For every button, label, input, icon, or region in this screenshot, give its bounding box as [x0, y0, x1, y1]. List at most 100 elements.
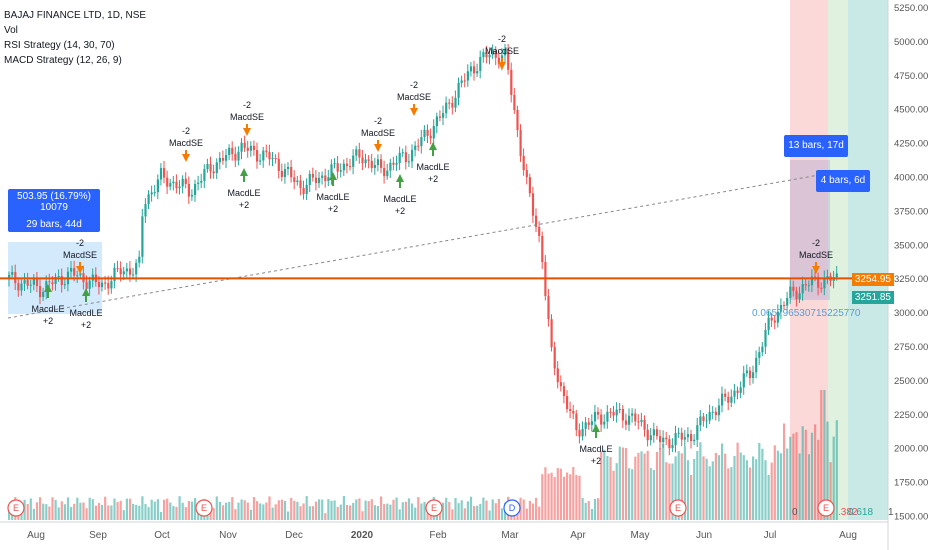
svg-text:+2: +2: [395, 206, 405, 216]
candle: [690, 429, 693, 449]
volume-bar: [122, 510, 125, 520]
earnings-marker[interactable]: E: [425, 499, 443, 517]
earnings-marker[interactable]: E: [7, 499, 25, 517]
candle: [395, 155, 398, 171]
svg-text:-2: -2: [498, 34, 506, 44]
volume-bar: [581, 497, 584, 520]
volume-bar: [624, 448, 628, 520]
volume-bar: [814, 424, 817, 520]
volume-bar: [469, 496, 473, 520]
macd-strategy[interactable]: MACD Strategy (12, 26, 9): [4, 55, 122, 66]
candle: [767, 310, 770, 335]
earnings-marker[interactable]: E: [817, 499, 835, 517]
candle: [491, 44, 494, 59]
candle: [705, 414, 708, 429]
vol-indicator[interactable]: Vol: [4, 25, 18, 36]
candle: [649, 427, 652, 446]
candle: [497, 50, 500, 69]
candle: [404, 145, 407, 170]
volume-bar: [556, 468, 559, 520]
volume-bar: [621, 447, 624, 520]
candle: [392, 156, 395, 171]
volume-bar: [578, 475, 581, 520]
candle: [17, 277, 20, 297]
short-signal: -2 MacdSE: [230, 100, 264, 136]
candle: [696, 417, 699, 447]
candle: [438, 110, 442, 122]
candle: [169, 178, 172, 191]
candle: [29, 279, 32, 293]
svg-text:MacdSE: MacdSE: [485, 46, 519, 56]
rsi-strategy[interactable]: RSI Strategy (14, 30, 70): [4, 40, 115, 51]
volume-bar: [562, 476, 566, 520]
volume-bar: [473, 506, 476, 520]
candle: [745, 364, 748, 377]
volume-bar: [519, 497, 522, 520]
candle: [370, 153, 373, 173]
volume-bar: [463, 508, 466, 520]
volume-bar: [159, 512, 163, 520]
candle: [398, 146, 401, 171]
time-tick-label: 2020: [351, 530, 374, 541]
trend-line[interactable]: [7, 171, 837, 319]
volume-bar: [454, 498, 457, 520]
earnings-marker[interactable]: E: [669, 499, 687, 517]
candle: [776, 304, 779, 328]
candle: [485, 45, 488, 64]
volume-bar: [178, 496, 181, 520]
dividend-marker[interactable]: D: [503, 499, 521, 517]
long-signal: MacdLE +2: [316, 172, 350, 214]
volume-bar: [767, 474, 770, 520]
candle: [513, 88, 516, 114]
candle: [283, 163, 287, 184]
volume-bar: [748, 467, 752, 520]
volume-bar: [70, 507, 73, 520]
volume-bar: [414, 507, 417, 520]
volume-bar: [631, 469, 634, 520]
volume-bar: [240, 499, 243, 520]
volume-bar: [336, 506, 339, 520]
candle: [823, 270, 826, 296]
candle: [488, 47, 491, 65]
volume-bar: [54, 499, 57, 520]
candle: [699, 410, 702, 432]
candle: [761, 342, 764, 357]
volume-bar: [26, 503, 29, 520]
candle: [612, 405, 615, 422]
candle: [342, 159, 345, 176]
volume-bar: [553, 477, 556, 520]
volume-bar: [541, 474, 544, 520]
candle: [448, 98, 451, 110]
zone-green-region: [828, 0, 848, 520]
candle: [280, 163, 283, 182]
candle: [724, 388, 727, 402]
candle: [163, 160, 166, 184]
volume-bar: [380, 496, 383, 520]
volume-bar: [358, 498, 361, 520]
candle: [42, 287, 45, 302]
volume-bar: [736, 442, 739, 520]
volume-bar: [407, 498, 411, 520]
volume-bar: [107, 505, 110, 520]
earnings-marker[interactable]: E: [195, 499, 213, 517]
volume-bar: [739, 452, 742, 520]
volume-bar: [32, 508, 35, 520]
candle: [606, 405, 609, 429]
volume-bar: [804, 429, 807, 520]
volume-bar: [187, 501, 190, 520]
candle: [355, 145, 358, 161]
volume-bar: [85, 508, 88, 520]
volume-bar: [665, 462, 668, 520]
volume-bar: [311, 506, 314, 520]
candle: [578, 423, 581, 444]
volume-bar: [144, 504, 147, 520]
candle: [218, 152, 221, 170]
volume-bar: [392, 499, 395, 520]
time-tick-label: Oct: [154, 530, 170, 541]
candle: [271, 151, 274, 167]
time-tick-label: Aug: [839, 530, 857, 541]
volume-bar: [280, 499, 283, 520]
